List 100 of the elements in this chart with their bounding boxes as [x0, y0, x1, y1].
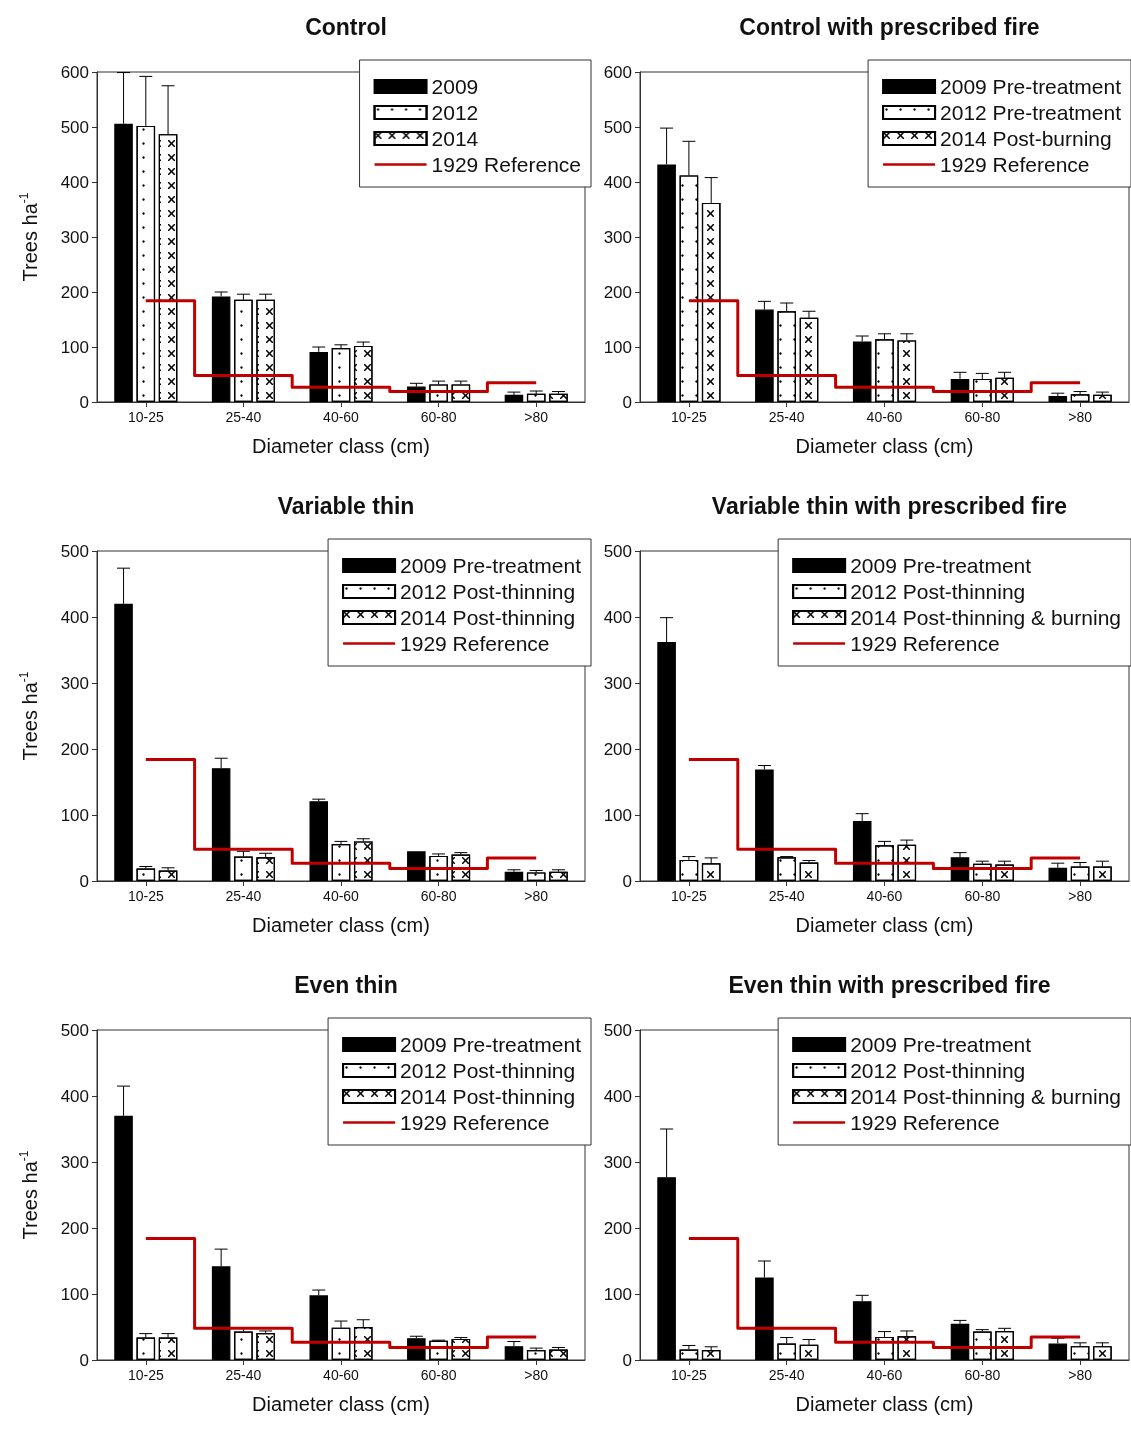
y-tick-label: 200	[60, 739, 89, 759]
x-tick-label: 60-80	[964, 1367, 1001, 1383]
chart-title: Variable thin	[277, 492, 415, 519]
x-axis-title: Diameter class (cm)	[795, 435, 974, 457]
x-axis-title: Diameter class (cm)	[252, 435, 430, 457]
y-tick-label: 600	[60, 62, 89, 82]
x-tick-label: 40-60	[323, 888, 360, 904]
legend-label: 2009 Pre-treatment	[400, 1033, 582, 1056]
chart-title: Even thin	[294, 971, 398, 998]
y-tick-label: 100	[603, 1284, 632, 1304]
bar	[755, 769, 774, 881]
y-tick-label: 400	[603, 607, 632, 627]
x-tick-label: 60-80	[964, 888, 1001, 904]
legend-label: 1929 Reference	[850, 632, 1000, 655]
legend-label: 2012 Post-thinning	[850, 580, 1026, 603]
y-tick-label: 100	[603, 805, 632, 825]
y-tick-label: 300	[603, 1152, 632, 1172]
x-tick-label: 60-80	[420, 409, 457, 425]
y-tick-label: 300	[603, 227, 632, 247]
y-tick-label: 500	[60, 1020, 89, 1040]
y-tick-label: 0	[79, 1350, 89, 1370]
y-tick-label: 400	[60, 1086, 89, 1106]
x-tick-label: 40-60	[866, 409, 903, 425]
x-tick-label: >80	[524, 409, 549, 425]
x-tick-label: >80	[524, 888, 549, 904]
legend-label: 2009 Pre-treatment	[850, 1033, 1032, 1056]
y-axis-title: Trees ha-1	[17, 1150, 41, 1240]
x-tick-label: >80	[1068, 1367, 1093, 1383]
y-axis-title: Trees ha-1	[17, 192, 41, 282]
legend-label: 2012 Pre-treatment	[940, 101, 1122, 124]
y-tick-label: 0	[622, 392, 632, 412]
legend-label: 2009 Pre-treatment	[850, 554, 1032, 577]
x-tick-label: 25-40	[768, 1367, 805, 1383]
x-tick-label: 40-60	[866, 888, 903, 904]
y-tick-label: 400	[60, 172, 89, 192]
y-tick-label: 0	[622, 871, 632, 891]
legend-label: 2009 Pre-treatment	[940, 75, 1122, 98]
y-tick-label: 0	[622, 1350, 632, 1370]
legend-label: 1929 Reference	[850, 1111, 1000, 1134]
x-tick-label: 10-25	[670, 409, 708, 425]
x-tick-label: 25-40	[768, 409, 805, 425]
y-tick-label: 300	[603, 673, 632, 693]
legend-label: 2014 Post-thinning & burning	[850, 606, 1121, 629]
y-tick-label: 500	[603, 117, 632, 137]
x-tick-label: 10-25	[127, 888, 164, 904]
legend-label: 1929 Reference	[431, 153, 582, 176]
y-tick-label: 200	[60, 282, 89, 302]
legend-label: 2012 Post-thinning	[850, 1059, 1026, 1082]
x-tick-label: 60-80	[420, 1367, 457, 1383]
x-tick-label: 25-40	[225, 1367, 262, 1383]
y-tick-label: 100	[60, 1284, 89, 1304]
chart-title: Even thin with prescribed fire	[728, 971, 1051, 998]
x-axis-title: Diameter class (cm)	[252, 1393, 430, 1415]
bar	[504, 394, 524, 402]
legend-label: 1929 Reference	[940, 153, 1090, 176]
y-tick-label: 300	[60, 227, 89, 247]
legend-label: 1929 Reference	[400, 632, 550, 655]
x-tick-label: >80	[1068, 888, 1093, 904]
bar	[852, 341, 872, 402]
y-tick-label: 400	[603, 1086, 632, 1106]
bar	[211, 296, 231, 402]
legend-label: 2014 Post-thinning	[400, 1085, 576, 1108]
y-tick-label: 600	[603, 62, 632, 82]
x-tick-label: >80	[1068, 409, 1093, 425]
bar	[1048, 867, 1068, 881]
x-tick-label: >80	[524, 1367, 549, 1383]
x-tick-label: 60-80	[964, 409, 1001, 425]
y-tick-label: 100	[603, 337, 632, 357]
chart-title: Control	[305, 13, 387, 40]
y-tick-label: 400	[60, 607, 89, 627]
legend-label: 2012 Post-thinning	[400, 580, 576, 603]
x-tick-label: 10-25	[670, 888, 708, 904]
bar	[309, 1295, 329, 1360]
y-tick-label: 500	[60, 117, 89, 137]
x-tick-label: 10-25	[127, 1367, 164, 1383]
legend-label: 2014	[431, 127, 479, 150]
y-tick-label: 200	[603, 1218, 632, 1238]
y-tick-label: 500	[60, 541, 89, 561]
x-tick-label: 10-25	[670, 1367, 708, 1383]
y-tick-label: 200	[60, 1218, 89, 1238]
y-tick-label: 500	[603, 541, 632, 561]
y-tick-label: 300	[60, 1152, 89, 1172]
legend-label: 2014 Post-thinning & burning	[850, 1085, 1121, 1108]
chart-title: Variable thin with prescribed fire	[711, 492, 1068, 519]
bar	[309, 351, 329, 402]
y-tick-label: 500	[603, 1020, 632, 1040]
legend-label: 2009	[431, 75, 479, 98]
legend-label: 2012 Post-thinning	[400, 1059, 576, 1082]
y-tick-label: 300	[60, 673, 89, 693]
bar	[504, 1346, 524, 1360]
legend-label: 1929 Reference	[400, 1111, 550, 1134]
chart-title: Control with prescribed fire	[739, 13, 1040, 40]
x-axis-title: Diameter class (cm)	[795, 1393, 974, 1415]
x-tick-label: 40-60	[323, 1367, 360, 1383]
y-axis-title: Trees ha-1	[17, 671, 41, 761]
x-axis-title: Diameter class (cm)	[795, 914, 974, 936]
x-tick-label: 25-40	[768, 888, 805, 904]
x-tick-label: 25-40	[225, 409, 262, 425]
x-axis-title: Diameter class (cm)	[252, 914, 430, 936]
legend-label: 2014 Post-thinning	[400, 606, 576, 629]
